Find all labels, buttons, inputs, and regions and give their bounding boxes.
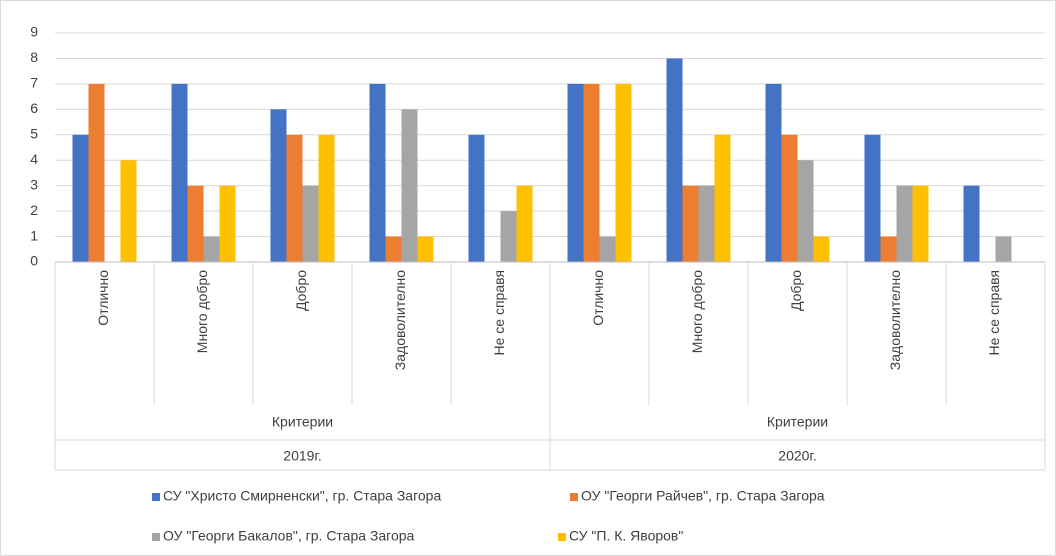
bar [286, 134, 303, 262]
group-label: Критерии [272, 414, 333, 430]
legend-label: ОУ "Георги Бакалов", гр. Стара Загора [163, 528, 415, 544]
x-tick-label: Отлично [95, 270, 111, 326]
legend-swatch [152, 493, 160, 501]
y-tick-label: 4 [30, 151, 38, 167]
bar [500, 211, 517, 262]
y-tick-label: 7 [30, 75, 38, 91]
bar [468, 134, 485, 262]
legend-label: СУ "Христо Смирненски", гр. Стара Загора [163, 488, 441, 504]
bar [270, 109, 287, 262]
bar [714, 134, 731, 262]
legend-swatch [570, 493, 578, 501]
bar [203, 236, 220, 262]
bar [813, 236, 830, 262]
bar [567, 83, 584, 262]
bar [666, 58, 683, 262]
x-tick-label: Добро [788, 270, 804, 311]
bar [797, 160, 814, 262]
bar [120, 160, 137, 262]
bar [599, 236, 616, 262]
bar [88, 83, 105, 262]
year-label: 2020г. [778, 448, 816, 464]
bar [896, 185, 913, 262]
bar [187, 185, 204, 262]
y-tick-label: 2 [30, 202, 38, 218]
year-label: 2019г. [283, 448, 321, 464]
bar [682, 185, 699, 262]
x-tick-label: Задоволително [392, 270, 408, 370]
bar [318, 134, 335, 262]
legend-swatch [558, 533, 566, 541]
bar [880, 236, 897, 262]
x-tick-label: Добро [293, 270, 309, 311]
x-tick-label: Не се справя [491, 270, 507, 355]
y-tick-label: 1 [30, 227, 38, 243]
legend-label: СУ "П. К. Яворов" [569, 528, 683, 544]
x-tick-label: Не се справя [986, 270, 1002, 355]
bar [864, 134, 881, 262]
bar [963, 185, 980, 262]
y-tick-label: 9 [30, 24, 38, 40]
x-tick-label: Много добро [689, 270, 705, 353]
bar [995, 236, 1012, 262]
bar [781, 134, 798, 262]
y-tick-label: 5 [30, 125, 38, 141]
legend-swatch [152, 533, 160, 541]
bar [516, 185, 533, 262]
bar [765, 83, 782, 262]
x-tick-label: Отлично [590, 270, 606, 326]
bar [615, 83, 632, 262]
bar [401, 109, 418, 262]
bar [698, 185, 715, 262]
y-tick-label: 3 [30, 176, 38, 192]
bar [385, 236, 402, 262]
bar [171, 83, 188, 262]
x-tick-label: Задоволително [887, 270, 903, 370]
bar [417, 236, 434, 262]
legend-label: ОУ "Георги Райчев", гр. Стара Загора [581, 488, 825, 504]
x-tick-label: Много добро [194, 270, 210, 353]
bar [912, 185, 929, 262]
bar [302, 185, 319, 262]
y-tick-label: 8 [30, 49, 38, 65]
y-tick-label: 0 [30, 253, 38, 269]
group-label: Критерии [767, 414, 828, 430]
bar [369, 83, 386, 262]
bar [72, 134, 89, 262]
bar [219, 185, 236, 262]
y-tick-label: 6 [30, 100, 38, 116]
bar [583, 83, 600, 262]
